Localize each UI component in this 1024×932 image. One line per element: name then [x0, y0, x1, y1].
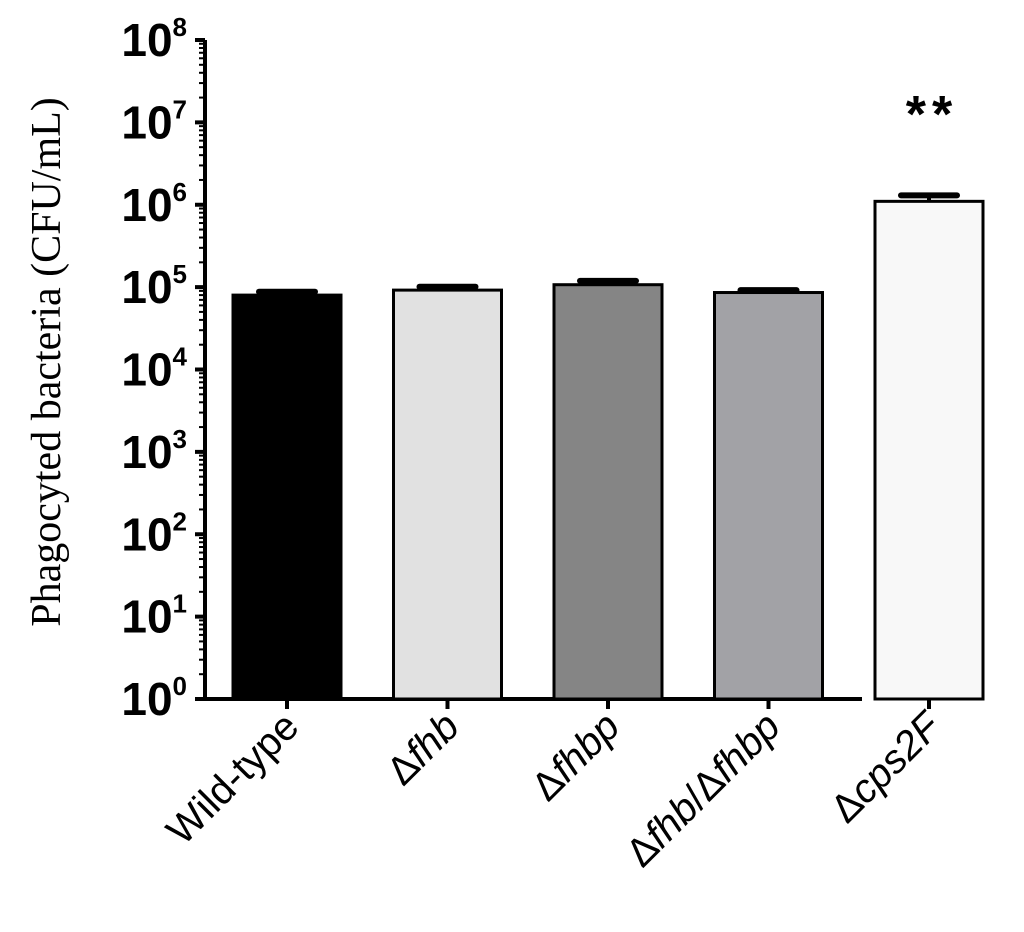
category-label: Δfhb: [379, 704, 468, 793]
y-tick-label: 106: [121, 177, 187, 231]
y-tick-label: 103: [121, 424, 187, 478]
bar: [231, 293, 343, 701]
y-tick-label: 102: [121, 506, 187, 560]
y-tick-label: 105: [121, 259, 187, 313]
significance-annotation: **: [906, 86, 958, 144]
y-axis-title: Phagocyted bacteria (CFU/mL): [24, 97, 70, 627]
category-label: Δcps2F: [822, 702, 951, 831]
bar: [873, 199, 985, 701]
y-tick-label: 104: [121, 342, 187, 396]
category-label: Wild-type: [158, 704, 307, 853]
bar: [552, 283, 664, 701]
y-tick-label: 107: [121, 94, 187, 148]
y-axis-title-group: Phagocyted bacteria (CFU/mL): [24, 97, 70, 627]
axes: 100 101 102 103 104 105 106 107 108: [121, 12, 931, 725]
bars: [231, 192, 985, 701]
y-tick-label: 108: [121, 12, 187, 66]
y-tick-label: 101: [121, 589, 187, 643]
category-label: Δfhb/Δfhbp: [618, 704, 789, 875]
category-label: Δfhbp: [523, 704, 628, 809]
y-tick-label: 100: [121, 671, 187, 725]
bar: [713, 291, 824, 701]
bar: [392, 288, 503, 701]
